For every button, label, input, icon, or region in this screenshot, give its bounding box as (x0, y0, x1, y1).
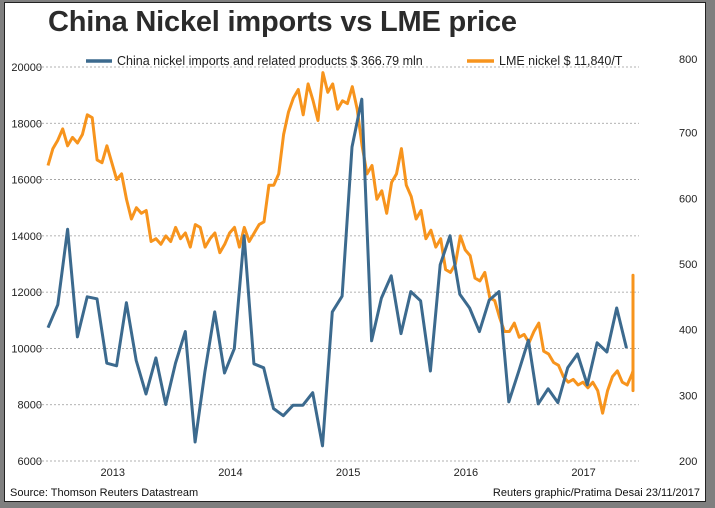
legend-label-imports: China nickel imports and related product… (117, 54, 423, 68)
chart-frame (4, 2, 706, 502)
left-axis-ticks: 6000 8000 10000 12000 14000 16000 18000 20000 (11, 62, 42, 468)
credit-note: Reuters graphic/Pratima Desai 23/11/2017 (492, 487, 700, 499)
x-tick-label: 2015 (336, 467, 360, 479)
gridlines (38, 66, 639, 462)
x-tick-label: 2013 (100, 467, 124, 479)
right-tick-label: 500 (679, 259, 697, 271)
right-tick-label: 700 (679, 128, 697, 140)
chart-title: China Nickel imports vs LME price (48, 6, 517, 38)
left-tick-label: 18000 (11, 118, 42, 130)
right-tick-label: 600 (679, 193, 697, 205)
right-tick-label: 400 (679, 325, 697, 337)
legend: China nickel imports and related product… (86, 54, 623, 68)
series-lines (46, 71, 635, 448)
series-line-imports (46, 97, 628, 448)
right-tick-label: 300 (679, 390, 697, 402)
right-axis-ticks: 200 300 400 500 600 700 800 (679, 54, 697, 468)
right-tick-label: 800 (679, 54, 697, 66)
left-tick-label: 10000 (11, 343, 42, 355)
legend-label-lme: LME nickel $ 11,840/T (499, 54, 623, 68)
left-tick-label: 8000 (18, 400, 42, 412)
left-tick-label: 14000 (11, 231, 42, 243)
left-tick-label: 20000 (11, 62, 42, 74)
left-tick-label: 16000 (11, 175, 42, 187)
right-tick-label: 200 (679, 456, 697, 468)
x-tick-label: 2014 (218, 467, 242, 479)
x-tick-label: 2016 (454, 467, 478, 479)
x-axis-ticks: 2013 2014 2015 2016 2017 (100, 467, 595, 479)
left-tick-label: 6000 (18, 456, 42, 468)
x-tick-label: 2017 (571, 467, 595, 479)
source-note: Source: Thomson Reuters Datastream (10, 487, 199, 499)
left-tick-label: 12000 (11, 287, 42, 299)
